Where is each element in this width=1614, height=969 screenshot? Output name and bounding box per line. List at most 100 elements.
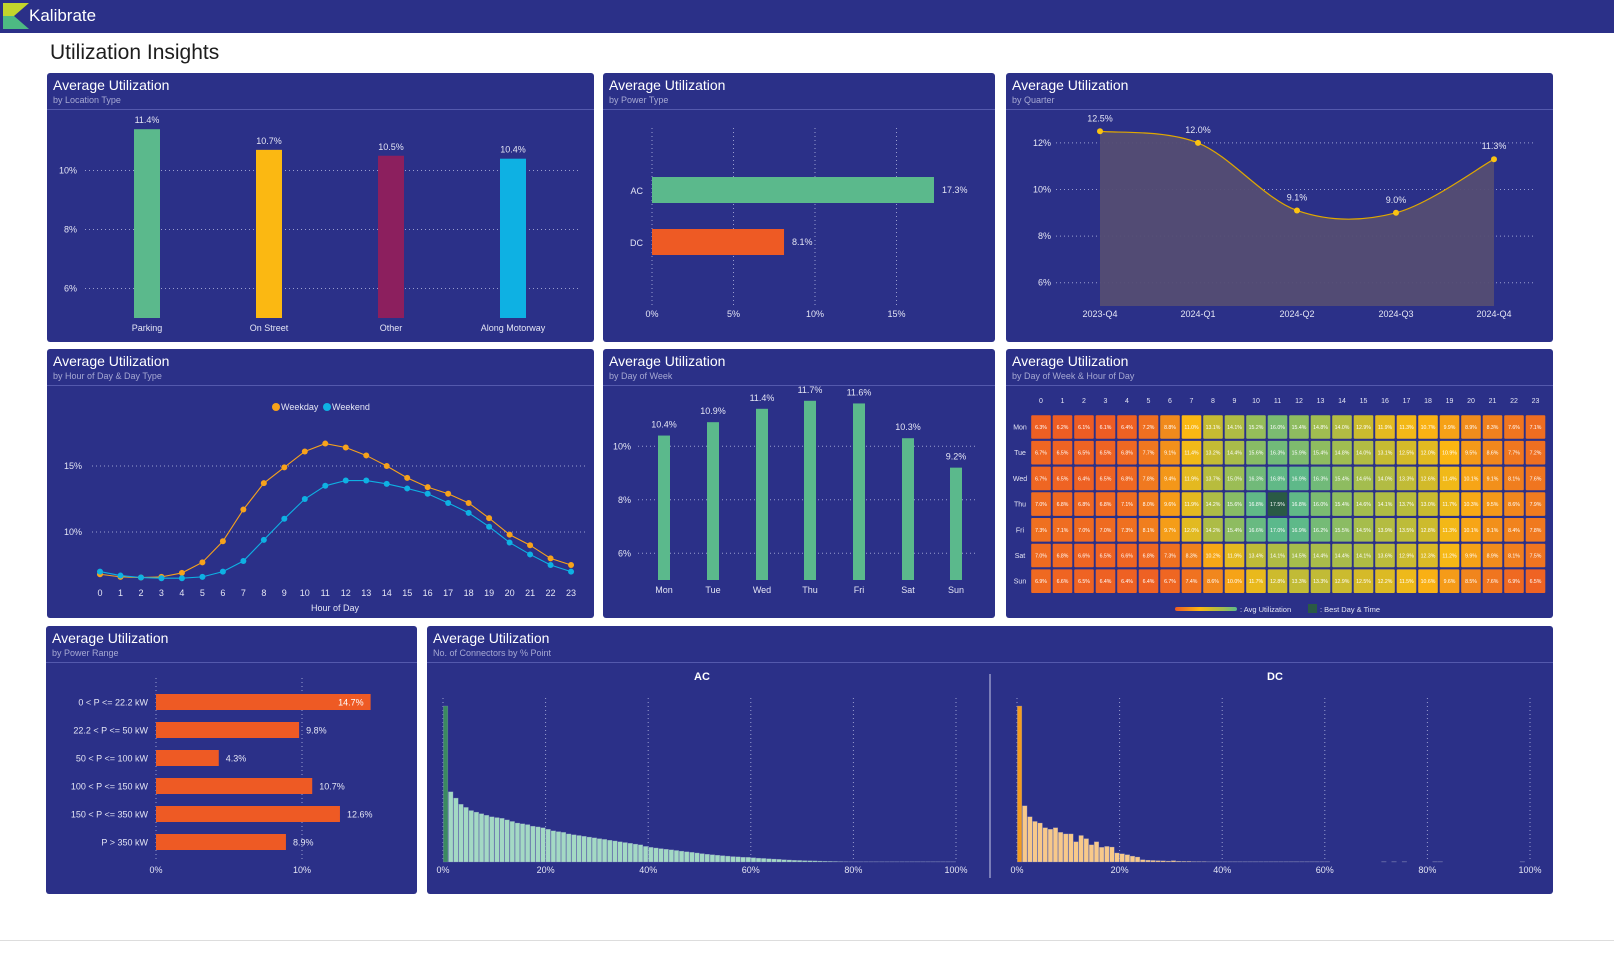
histogram-bar — [586, 836, 592, 863]
heatmap-cell — [1461, 415, 1481, 439]
cell-label: 12.2% — [1378, 579, 1393, 585]
bar — [156, 806, 340, 822]
data-point — [424, 490, 431, 497]
heatmap-cell — [1375, 415, 1395, 439]
cell-label: 12.3% — [1421, 554, 1436, 560]
cell-label: 8.3% — [1487, 425, 1499, 431]
cell-label: 9.9% — [1444, 425, 1456, 431]
heatmap-cell — [1332, 415, 1352, 439]
x-tick-label: 60% — [1316, 865, 1334, 875]
histogram-bar — [648, 847, 654, 863]
legend-label: : Best Day & Time — [1320, 605, 1380, 614]
x-tick-label: 5 — [200, 588, 205, 598]
histogram-bar — [453, 797, 459, 863]
heatmap-cell — [1074, 518, 1094, 542]
histogram-bar — [817, 860, 823, 863]
column-header: 19 — [1446, 398, 1454, 405]
heatmap-cell — [1289, 543, 1309, 568]
cell-label: 7.2% — [1143, 425, 1155, 431]
histogram-bar — [1083, 838, 1089, 863]
y-tick-label: 15% — [64, 461, 82, 471]
cell-label: 13.6% — [1378, 554, 1393, 560]
panel-title: Average Utilization — [1012, 353, 1129, 369]
histogram-bar — [1186, 861, 1192, 863]
cell-label: 11.7% — [1249, 579, 1264, 585]
y-tick-label: 8% — [64, 225, 77, 235]
heatmap-cell — [1310, 415, 1331, 439]
cell-label: 15.5% — [1335, 528, 1350, 534]
heatmap-cell — [1074, 569, 1094, 593]
heatmap-cell — [1138, 492, 1159, 516]
heatmap-cell — [1310, 569, 1331, 593]
cell-label: 8.6% — [1207, 579, 1219, 585]
cell-label: 14.5% — [1356, 528, 1371, 534]
column-header: 21 — [1489, 398, 1497, 405]
histogram-bar — [812, 860, 818, 863]
cell-label: 14.8% — [1313, 425, 1328, 431]
heatmap-cell — [1246, 543, 1266, 568]
cell-label: 11.9% — [1184, 502, 1199, 508]
cell-label: 11.5% — [1399, 579, 1414, 585]
histogram-bar — [494, 817, 500, 863]
heatmap-cell — [1138, 415, 1159, 439]
histogram-bar — [658, 848, 664, 863]
histogram-bar — [612, 840, 618, 863]
data-point — [342, 477, 349, 484]
cell-label: 7.1% — [1057, 528, 1069, 534]
heatmap-cell — [1375, 569, 1395, 593]
histogram-bar — [1022, 805, 1028, 863]
data-point — [158, 575, 165, 582]
heatmap-cell — [1439, 440, 1460, 465]
heatmap-cell — [1224, 440, 1245, 465]
bar-ac — [652, 177, 934, 203]
heatmap-cell — [1504, 415, 1524, 439]
cell-label: 10.1% — [1464, 476, 1479, 482]
y-tick-label: 50 < P <= 100 kW — [76, 754, 149, 764]
heatmap-cell — [1181, 569, 1202, 593]
data-label: 10.7% — [319, 782, 345, 792]
heatmap-cell — [1224, 543, 1245, 568]
cell-label: 7.3% — [1164, 554, 1176, 560]
heatmap-cell — [1203, 440, 1223, 465]
heatmap-cell — [1332, 492, 1352, 516]
data-label: 11.4% — [750, 393, 775, 403]
heatmap-cell — [1504, 466, 1524, 491]
row-label: Sun — [1014, 579, 1027, 586]
cell-label: 8.1% — [1143, 528, 1155, 534]
heatmap-cell — [1203, 492, 1223, 516]
cell-label: 9.5% — [1487, 502, 1499, 508]
histogram-bar — [1181, 861, 1187, 863]
heatmap-cell — [1418, 415, 1438, 439]
data-point — [506, 539, 513, 546]
heatmap-cell — [1224, 518, 1245, 542]
heatmap-cell — [1246, 466, 1266, 491]
heatmap-cell — [1095, 492, 1116, 516]
data-label: 8.1% — [792, 237, 813, 247]
legend-marker-weekday — [272, 403, 280, 411]
data-point — [547, 562, 554, 568]
heatmap-cell — [1525, 492, 1546, 516]
heatmap-cell — [1289, 466, 1309, 491]
heatmap-cell — [1117, 543, 1137, 568]
column-header: 18 — [1424, 398, 1432, 405]
data-point — [404, 474, 411, 481]
heatmap-cell — [1117, 466, 1137, 491]
column-header: 5 — [1147, 398, 1151, 405]
data-point — [1195, 139, 1201, 146]
hour-of-day-chart: 10%15%0 1 2 3 4 5 6 7 8 9 10 11 12 13 14 15 16 17 18 19 20 21… — [64, 402, 587, 613]
heatmap-cell — [1310, 466, 1331, 491]
cell-label: 9.1% — [1487, 476, 1499, 482]
panel-power-range: 0% 10% 14.7% 0 < P <= 22.2 kW 9.8% 22.2 < P <… — [46, 626, 417, 894]
data-point — [260, 536, 267, 543]
heatmap-cell — [1310, 440, 1331, 465]
cell-label: 12.8% — [1270, 579, 1285, 585]
cell-label: 6.5% — [1078, 579, 1090, 585]
heatmap-cell — [1138, 440, 1159, 465]
heatmap-cell — [1482, 543, 1503, 568]
cell-label: 16.3% — [1270, 451, 1285, 457]
cell-label: 7.8% — [1530, 528, 1542, 534]
y-tick-label: AC — [630, 186, 643, 196]
cell-label: 15.4% — [1335, 476, 1350, 482]
cell-label: 6.2% — [1057, 425, 1069, 431]
histogram-bar — [1171, 860, 1176, 863]
